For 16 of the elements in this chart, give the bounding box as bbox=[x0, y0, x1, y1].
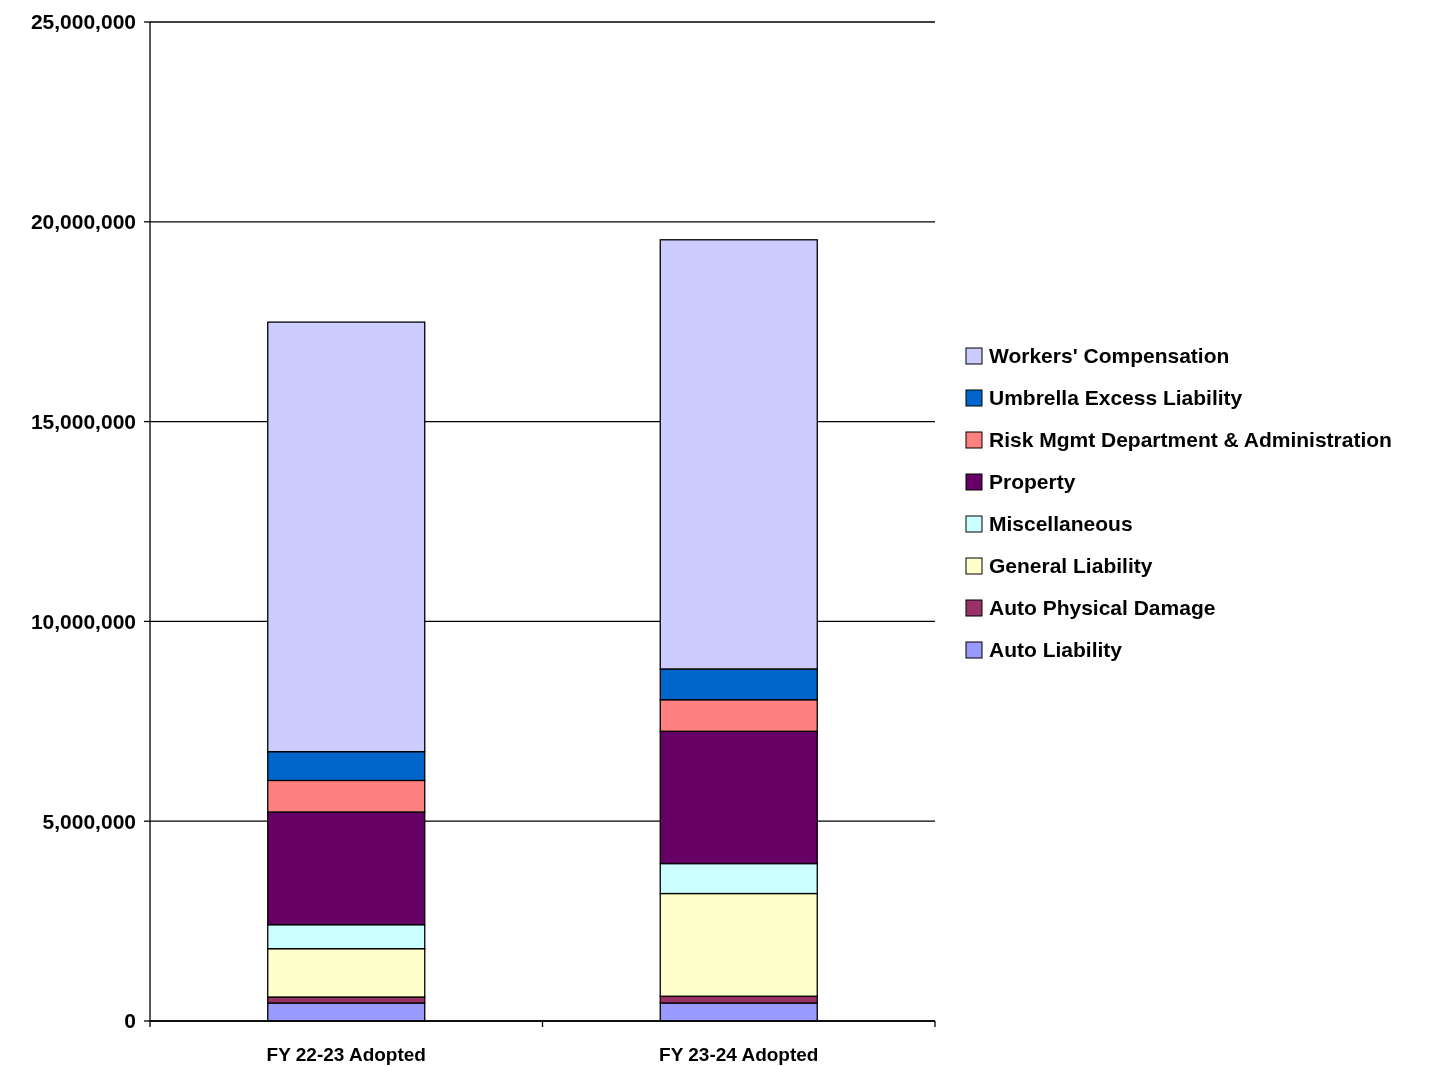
y-tick-label: 5,000,000 bbox=[42, 809, 136, 833]
legend-label: General Liability bbox=[989, 554, 1153, 578]
legend-label: Auto Physical Damage bbox=[989, 596, 1216, 620]
legend-label: Miscellaneous bbox=[989, 512, 1133, 536]
x-tick-label: FY 23-24 Adopted bbox=[659, 1044, 819, 1065]
legend-label: Workers' Compensation bbox=[989, 344, 1230, 368]
y-tick-label: 15,000,000 bbox=[30, 409, 136, 433]
legend-label: Umbrella Excess Liability bbox=[989, 386, 1243, 410]
y-tick-label: 25,000,000 bbox=[30, 10, 136, 34]
legend-label: Property bbox=[989, 470, 1076, 494]
y-tick-label: 0 bbox=[124, 1009, 136, 1033]
legend-label: Risk Mgmt Department & Administration bbox=[989, 428, 1392, 452]
y-tick-label: 20,000,000 bbox=[30, 210, 136, 234]
x-tick-label: FY 22-23 Adopted bbox=[266, 1044, 426, 1065]
legend-label: Auto Liability bbox=[989, 638, 1123, 662]
y-tick-label: 10,000,000 bbox=[30, 609, 136, 633]
